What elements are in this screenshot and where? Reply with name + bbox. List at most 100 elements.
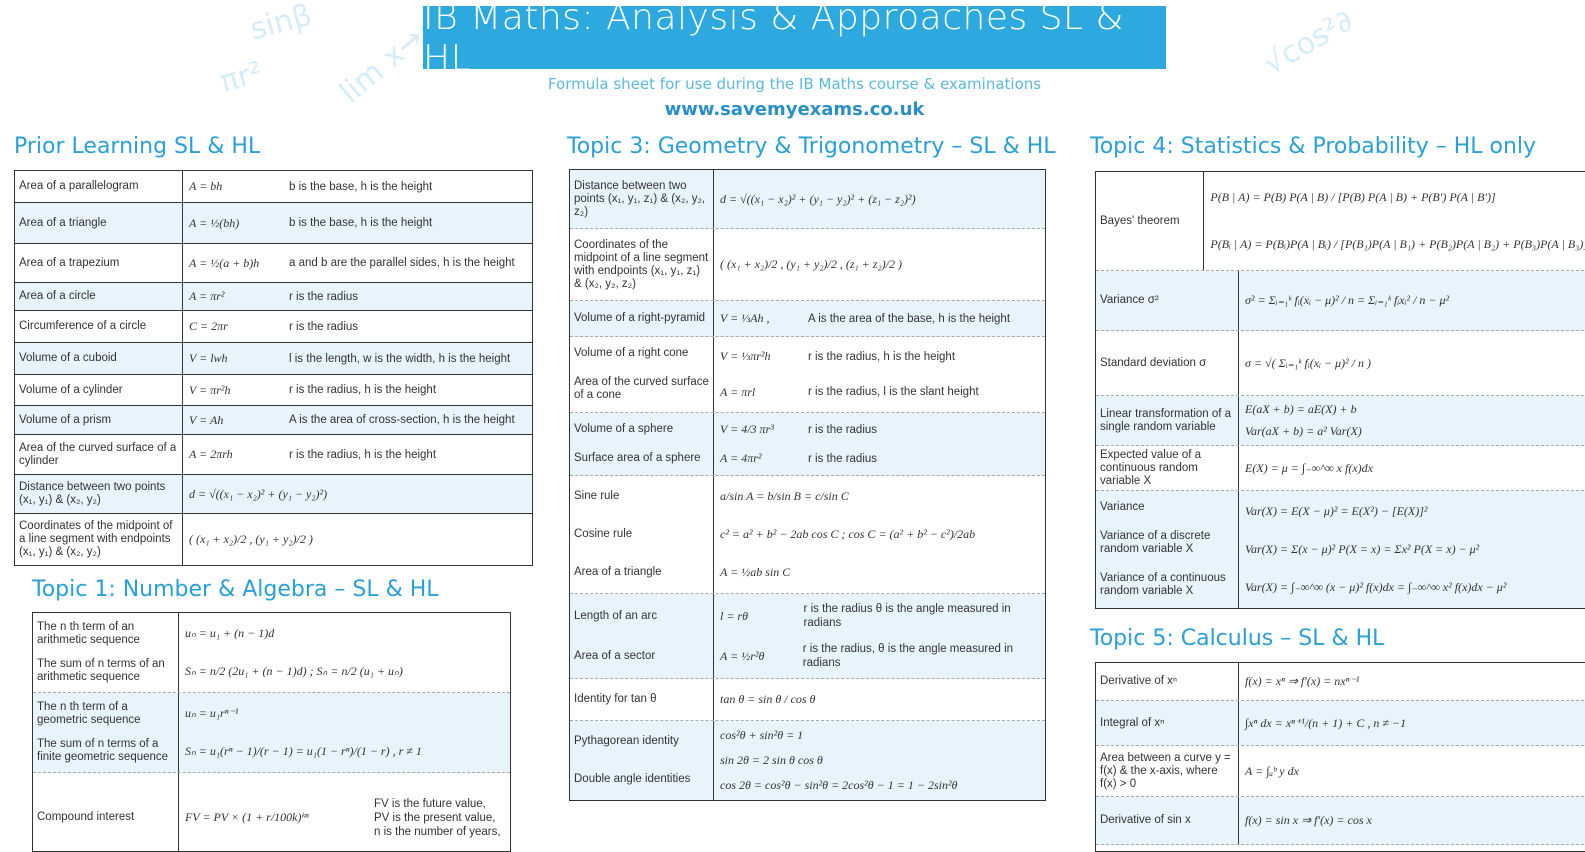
table-row: Area of a trapezium A = ½(a + b)h a and b … [15,244,532,283]
row-label-cell: Area of a circle [15,283,183,310]
formula-line: ∫xⁿ dx = xⁿ⁺¹/(n + 1) + C , n ≠ −1 [1245,716,1585,731]
formula-label: Expected value of a continuous random va… [1100,448,1202,487]
formula-line: ( (x₁ + x₂)/2 , (y₁ + y₂)/2 , (z₁ + z₂)/… [720,257,1039,272]
formula-line: Var(X) = Σ(x − μ)² P(X = x) = Σx² P(X = … [1245,542,1585,557]
row-label-cell: Circumference of a circle [15,311,183,342]
row-label-cell: Expected value of a continuous random va… [1096,446,1239,490]
table-row: Bayes' theorem P(B | A) = P(B) P(A | B) /… [1096,172,1585,271]
formula: V = ⅓Ah , [720,311,770,325]
formula-line: Var(aX + b) = a² Var(X) [1245,424,1585,439]
row-formula-cell: ( (x₁ + x₂)/2 , (y₁ + y₂)/2 ) [183,514,532,565]
row-formula-cell: FV = PV × (1 + r/100k)ᵏⁿ FV is the future… [179,773,510,851]
formula-note: A is the area of cross-section, h is the… [289,414,515,426]
row-formula-cell: A = ½(bh) b is the base, h is the height [183,203,532,243]
formula-line: A = ½(a + b)h a and b are the parallel si… [189,256,526,271]
row-label-cell: Linear transformation of a single random… [1096,396,1239,445]
website-link[interactable]: www.savemyexams.co.uk [664,99,925,120]
formula-label: Cosine rule [574,527,633,540]
formula-label: Area of a triangle [19,216,107,229]
row-label-cell: Area of a parallelogram [15,171,183,202]
row-formula-cell: uₙ = u₁rⁿ⁻¹ Sₙ = u₁(rⁿ − 1)/(r − 1) = u₁(… [179,693,510,772]
row-label-cell: Derivative of sin x [1096,797,1239,844]
formula-label: Volume of a cylinder [19,383,123,396]
formula-line: V = 4/3 πr³ r is the radius [720,422,1039,437]
row-formula-cell: C = 2πr r is the radius [183,311,532,342]
row-label-cell: Volume of a right-pyramid [570,301,714,336]
formula: tan θ = sin θ / cos θ [720,692,816,706]
table-row: Sine rule Cosine rule Area of a triangle a/… [570,476,1045,594]
row-label-cell: Standard deviation σ [1096,331,1239,395]
formula-note: A is the area of the base, h is the heig… [808,312,1011,325]
formula-label: Variance [1100,501,1145,513]
formula-label: Variance σ² [1100,294,1159,306]
page-title-banner: IB Maths: Analysis & Approaches SL & HL [423,0,1166,79]
formula-label: Coordinates of the midpoint of a line se… [19,520,173,558]
row-label-cell: The n th term of a geometric sequence The… [33,693,179,772]
row-formula-cell: V = Ah A is the area of cross-section, h … [183,406,532,434]
formula-line: P(Bᵢ | A) = P(Bᵢ)P(A | Bᵢ) / [P(B₁)P(A |… [1210,237,1585,252]
row-formula-cell: cos²θ + sin²θ = 1 sin 2θ = 2 sin θ cos θ c… [714,721,1045,800]
table-row: Volume of a sphere Surface area of a sphe… [570,413,1045,476]
formula-line: C = 2πr r is the radius [189,319,526,334]
formula: ( (x₁ + x₂)/2 , (y₁ + y₂)/2 , (z₁ + z₂)/… [720,257,902,271]
row-formula-cell: a/sin A = b/sin B = c/sin C c² = a² + b² … [714,476,1045,593]
formula-label: The sum of n terms of an arithmetic sequ… [37,658,165,684]
formula-label: The sum of n terms of a finite geometric… [37,738,169,764]
table-row: Volume of a prism V = Ah A is the area of … [15,406,532,435]
formula-line: A = ½ab sin C [720,565,1039,580]
formula-label: Volume of a right cone [574,347,689,359]
formula-note: r is the radius, h is the height [289,384,437,396]
formula: A = ½r²θ [720,648,765,663]
formula-note: FV is the future value, PV is the presen… [374,797,501,838]
formula-line: A = πrl r is the radius, l is the slant h… [720,385,1039,400]
formula-line: ( (x₁ + x₂)/2 , (y₁ + y₂)/2 ) [189,532,526,547]
formula-line: A = 2πrh r is the radius, h is the height [189,447,526,462]
formula-line: V = ⅓Ah , A is the area of the base, h is… [720,311,1039,326]
row-label-cell: Volume of a cuboid [15,343,183,374]
formula-label: Volume of a sphere [574,423,674,435]
formula-line: f(x) = sin x ⇒ f′(x) = cos x [1245,813,1585,828]
formula: A = ½(bh) [189,215,240,230]
formula-label: Bayes' theorem [1100,214,1180,227]
formula-note: r is the radius [289,290,359,303]
formula-label: Variance of a discrete random variable X [1100,530,1211,555]
formula-label: Distance between two points (x₁, y₁) & (… [19,481,166,506]
section-title-topic5: Topic 5: Calculus – SL & HL [1090,626,1385,651]
row-formula-cell: σ = √( Σᵢ₌₁ᵏ fᵢ(xᵢ − μ)² / n ) [1239,331,1585,395]
row-formula-cell: f(x) = sin x ⇒ f′(x) = cos x [1239,797,1585,844]
formula: uₙ = u₁rⁿ⁻¹ [185,706,239,721]
section-title-topic3: Topic 3: Geometry & Trigonometry – SL & … [567,134,1056,159]
row-formula-cell: V = πr²h r is the radius, h is the height [183,375,532,405]
formula-label: Integral of xⁿ [1100,716,1165,729]
decor-text: πr² [216,55,267,100]
table-topic3: Distance between two points (x₁, y₁, z₁)… [569,169,1046,801]
formula: Sₙ = u₁(rⁿ − 1)/(r − 1) = u₁(1 − rⁿ)/(1 … [185,743,422,758]
formula-label: Identity for tan θ [574,693,657,705]
formula-label: The n th term of an arithmetic sequence [37,620,140,646]
formula: d = √((x₁ − x₂)² + (y₁ − y₂)²) [189,486,328,501]
table-topic5: Derivative of xⁿ f(x) = xⁿ ⇒ f′(x) = nxⁿ⁻… [1095,662,1585,852]
row-formula-cell: V = ⅓Ah , A is the area of the base, h is… [714,301,1045,336]
formula: V = lwh [189,351,228,365]
formula-label: Area between a curve y = f(x) & the x-ax… [1100,751,1231,790]
table-topic4: Bayes' theorem P(B | A) = P(B) P(A | B) /… [1095,171,1585,609]
formula: c² = a² + b² − 2ab cos C ; cos C = (a² +… [720,526,976,541]
row-label-cell: Area of the curved surface of a cylinder [15,435,183,474]
row-label-cell: Variance σ² [1096,271,1239,330]
table-row: Volume of a cylinder V = πr²h r is the rad… [15,375,532,406]
formula-note: r is the radius θ is the angle measured … [803,603,1011,629]
formula-line: l = rθ r is the radius θ is the angle mea… [720,602,1039,630]
formula: ( (x₁ + x₂)/2 , (y₁ + y₂)/2 ) [189,532,313,546]
row-formula-cell: E(aX + b) = aE(X) + b Var(aX + b) = a² Va… [1239,396,1585,445]
table-row: Coordinates of the midpoint of a line se… [15,514,532,565]
section-title-topic4: Topic 4: Statistics & Probability – HL o… [1090,134,1537,159]
formula: f(x) = sin x ⇒ f′(x) = cos x [1245,813,1372,827]
formula: Var(aX + b) = a² Var(X) [1245,424,1362,439]
formula: V = Ah [189,412,224,427]
table-row: Area of a parallelogram A = bh b is the ba… [15,171,532,203]
formula: f(x) = xⁿ ⇒ f′(x) = nxⁿ⁻¹ [1245,674,1360,688]
row-label-cell: Area of a triangle [15,203,183,243]
row-label-cell: Integral of xⁿ [1096,701,1239,745]
formula: A = 2πrh [189,447,233,461]
section-title-prior: Prior Learning SL & HL [14,134,261,159]
